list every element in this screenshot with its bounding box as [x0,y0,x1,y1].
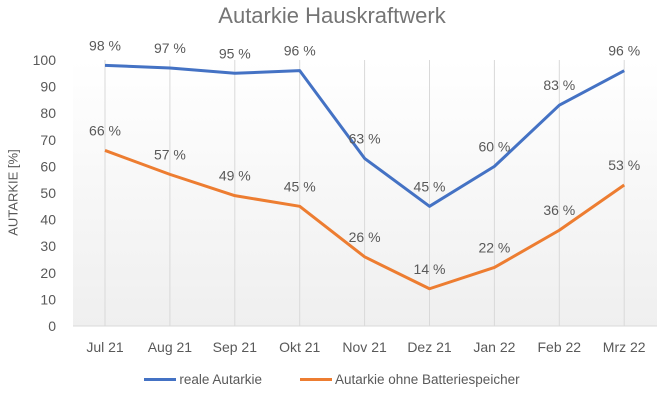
x-tick-label: Mrz 22 [603,339,646,355]
legend: reale Autarkie Autarkie ohne Batteriespe… [0,372,664,387]
data-label: 22 % [478,239,510,255]
legend-label: Autarkie ohne Batteriespeicher [334,372,520,387]
data-label: 36 % [543,202,575,218]
x-tick-label: Sep 21 [213,339,258,355]
series-lines [104,63,626,291]
legend-item-ohne-batteriespeicher[interactable]: Autarkie ohne Batteriespeicher [299,372,520,387]
y-tick-label: 60 [40,158,56,174]
y-tick-label: 10 [40,291,56,307]
y-tick-label: 40 [40,212,56,228]
series-line-ohne-batteriespeicher[interactable] [104,149,626,291]
data-label: 63 % [349,130,381,146]
data-label: 26 % [349,229,381,245]
data-label: 96 % [608,43,640,59]
data-label: 45 % [284,178,316,194]
data-label: 49 % [219,168,251,184]
data-label: 14 % [414,261,446,277]
x-axis-ticks: Jul 21 Aug 21 Sep 21 Okt 21 Nov 21 Dez 21 Jan … [86,339,645,355]
data-label: 96 % [284,43,316,59]
y-tick-label: 20 [40,265,56,281]
y-tick-label: 100 [33,52,57,68]
data-label: 66 % [89,122,121,138]
legend-label: reale Autarkie [179,372,262,387]
data-label: 98 % [89,37,121,53]
y-axis-ticks: 0 10 20 30 40 50 60 70 80 90 100 [33,52,57,334]
legend-swatch-orange [299,378,332,381]
x-tick-label: Aug 21 [148,339,193,355]
y-tick-label: 30 [40,238,56,254]
data-label: 83 % [543,77,575,93]
x-tick-label: Jul 21 [86,339,124,355]
x-tick-label: Jan 22 [473,339,515,355]
data-labels: 98 % 97 % 95 % 96 % 63 % 45 % 60 % 83 % 96 % 66 %… [89,37,640,276]
chart-title: Autarkie Hauskraftwerk [218,3,446,28]
y-tick-label: 90 [40,79,56,95]
series-line-reale-autarkie[interactable] [104,63,625,208]
data-label: 45 % [414,178,446,194]
data-label: 95 % [219,45,251,61]
x-tick-label: Feb 22 [538,339,582,355]
x-tick-label: Nov 21 [342,339,387,355]
legend-swatch-blue [144,378,177,381]
legend-item-reale-autarkie[interactable]: reale Autarkie [144,372,262,387]
data-label: 97 % [154,40,186,56]
x-tick-label: Dez 21 [407,339,452,355]
data-label: 60 % [478,138,510,154]
y-tick-label: 70 [40,132,56,148]
y-tick-label: 50 [40,185,56,201]
data-label: 53 % [608,157,640,173]
x-tick-label: Okt 21 [279,339,320,355]
y-tick-label: 80 [40,105,56,121]
data-label: 57 % [154,146,186,162]
y-tick-label: 0 [48,318,56,334]
